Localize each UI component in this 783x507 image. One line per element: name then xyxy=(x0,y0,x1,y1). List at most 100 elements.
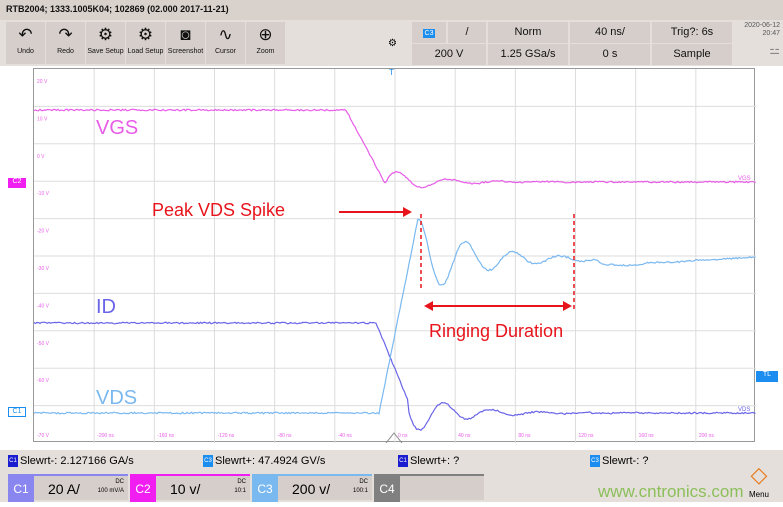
trigger-mode[interactable]: Norm xyxy=(488,22,568,43)
watermark: www.cntronics.com xyxy=(598,482,743,502)
channel-badge: C1 xyxy=(398,455,408,467)
y-tick-label: -20 V xyxy=(37,229,50,235)
channel-scale: 200 v/ xyxy=(292,481,330,497)
vertical-scale[interactable]: 200 V xyxy=(412,44,486,65)
measurement-bar: C1 Slewrt-: 2.127166 GA/s C3 Slewrt+: 47.49… xyxy=(0,450,783,472)
y-tick-label: -60 V xyxy=(37,378,50,384)
toolbar-button-screenshot[interactable]: ◙ Screenshot xyxy=(166,22,205,64)
measurement[interactable]: C3 Slewrt+: 47.4924 GV/s xyxy=(203,455,325,467)
save-setup-icon: ⚙ xyxy=(86,22,125,48)
network-icon: ⚍ xyxy=(736,46,780,54)
channel-badge: C3 xyxy=(203,455,213,467)
label-id: ID xyxy=(96,296,116,319)
title-bar: RTB2004; 1333.1005K04; 102869 (02.000 20… xyxy=(0,0,783,20)
toolbar-label: Save Setup xyxy=(87,48,123,55)
toolbar-label: Cursor xyxy=(215,48,236,55)
y-tick-label: 10 V xyxy=(37,116,48,122)
channel-coupling: DC xyxy=(353,478,368,487)
menu-button[interactable]: ◇ Menu xyxy=(738,460,780,504)
y-tick-label: -70 V xyxy=(37,433,50,439)
waveform-plot[interactable]: 20 V 10 V 0 V -10 V -20 V -30 V -40 V -50 V -60 … xyxy=(33,68,755,442)
menu-label: Menu xyxy=(738,490,780,499)
waveform-svg: 20 V 10 V 0 V -10 V -20 V -30 V -40 V -50 V -60 … xyxy=(34,69,756,443)
channel-scale: 10 v/ xyxy=(170,481,200,497)
y-tick-label: -30 V xyxy=(37,266,50,272)
channel-c4[interactable]: C4 xyxy=(374,474,484,500)
channel-tag: C1 xyxy=(8,476,34,502)
toolbar-button-cursor[interactable]: ∿ Cursor xyxy=(206,22,245,64)
redo-icon: ↷ xyxy=(46,22,85,48)
trigger-status[interactable]: Trig?: 6s xyxy=(652,22,732,43)
y-tick-label: -40 V xyxy=(37,303,50,309)
toolbar-label: Undo xyxy=(17,48,34,55)
channel-badge: C3 xyxy=(423,29,436,38)
rs-logo-icon: ◇ xyxy=(738,460,780,490)
c2-offset-marker[interactable]: C2 xyxy=(8,178,26,188)
c1-offset-marker[interactable]: C1 xyxy=(8,407,26,417)
y-tick-label: 20 V xyxy=(37,79,48,85)
channel-probe: 100 mV/A xyxy=(98,487,124,496)
x-tick-label: 200 ns xyxy=(699,433,715,439)
label-vds: VDS xyxy=(96,387,137,410)
channel-badge: C1 xyxy=(8,455,18,467)
channel-c3[interactable]: C3 200 v/DC 100:1 xyxy=(252,474,372,500)
measurement[interactable]: C1 Slewrt+: ? xyxy=(398,455,459,467)
channel-tag: C4 xyxy=(374,476,400,502)
settings-knob-icon[interactable]: ⚙ xyxy=(388,38,397,49)
channel-coupling: DC xyxy=(98,478,124,487)
x-tick-label: 120 ns xyxy=(579,433,595,439)
channel-badge: C3 xyxy=(590,455,600,467)
load-setup-icon: ⚙ xyxy=(126,22,165,48)
toolbar: ↶ Undo ↷ Redo ⚙ Save Setup ⚙ Load Setup ◙ Screens… xyxy=(0,20,783,66)
horizontal-offset[interactable]: 0 s xyxy=(570,44,650,65)
channel-tag: C3 xyxy=(252,476,278,502)
channel-coupling: DC xyxy=(234,478,246,487)
x-tick-label: -40 ns xyxy=(338,433,352,439)
toolbar-button-undo[interactable]: ↶ Undo xyxy=(6,22,45,64)
peak-arrow-head xyxy=(403,207,412,217)
channel-probe: 100:1 xyxy=(353,487,368,496)
toolbar-button-redo[interactable]: ↷ Redo xyxy=(46,22,85,64)
sample-rate[interactable]: 1.25 GSa/s xyxy=(488,44,568,65)
measurement-value: Slewrt+: 47.4924 GV/s xyxy=(215,455,325,467)
timebase[interactable]: 40 ns/ xyxy=(570,22,650,43)
undo-icon: ↶ xyxy=(6,22,45,48)
vgs-end-label: VGS xyxy=(738,176,751,182)
x-tick-label: -80 ns xyxy=(278,433,292,439)
annotation-peak-vds-spike: Peak VDS Spike xyxy=(152,200,285,221)
trigger-level-marker[interactable]: TL xyxy=(756,371,778,382)
trigger-slope[interactable]: / xyxy=(448,22,486,43)
channel-c2[interactable]: C2 10 v/DC 10:1 xyxy=(130,474,250,500)
x-tick-label: -120 ns xyxy=(218,433,235,439)
toolbar-button-load-setup[interactable]: ⚙ Load Setup xyxy=(126,22,165,64)
cursor-icon: ∿ xyxy=(206,22,245,48)
acquisition-mode[interactable]: Sample xyxy=(652,44,732,65)
measurement-value: Slewrt+: ? xyxy=(410,455,459,467)
channel-probe: 10:1 xyxy=(234,487,246,496)
toolbar-button-zoom[interactable]: ⊕ Zoom xyxy=(246,22,285,64)
label-vgs: VGS xyxy=(96,117,138,140)
trigger-position-marker[interactable]: T xyxy=(389,68,394,77)
toolbar-label: Screenshot xyxy=(168,48,203,55)
x-tick-label: 0 ns xyxy=(398,433,408,439)
x-tick-label: 80 ns xyxy=(518,433,531,439)
x-tick-label: 160 ns xyxy=(639,433,655,439)
vds-end-label: VDS xyxy=(738,407,750,413)
measurement[interactable]: C1 Slewrt-: 2.127166 GA/s xyxy=(8,455,134,467)
toolbar-button-save-setup[interactable]: ⚙ Save Setup xyxy=(86,22,125,64)
measurement-value: Slewrt-: 2.127166 GA/s xyxy=(20,455,134,467)
measurement-value: Slewrt-: ? xyxy=(602,455,648,467)
x-tick-label: -200 ns xyxy=(97,433,114,439)
y-tick-label: 0 V xyxy=(37,154,45,160)
channel-scale: 20 A/ xyxy=(48,481,80,497)
channel-select[interactable]: C3 xyxy=(412,22,446,43)
channel-tag: C2 xyxy=(130,476,156,502)
x-tick-label: 40 ns xyxy=(458,433,471,439)
x-tick-label: -160 ns xyxy=(157,433,174,439)
channel-c1[interactable]: C1 20 A/DC 100 mV/A xyxy=(8,474,128,500)
date: 2020-06-12 xyxy=(736,22,780,30)
zoom-icon: ⊕ xyxy=(246,22,285,48)
measurement[interactable]: C3 Slewrt-: ? xyxy=(590,455,648,467)
y-tick-label: -50 V xyxy=(37,341,50,347)
camera-icon: ◙ xyxy=(166,22,205,48)
